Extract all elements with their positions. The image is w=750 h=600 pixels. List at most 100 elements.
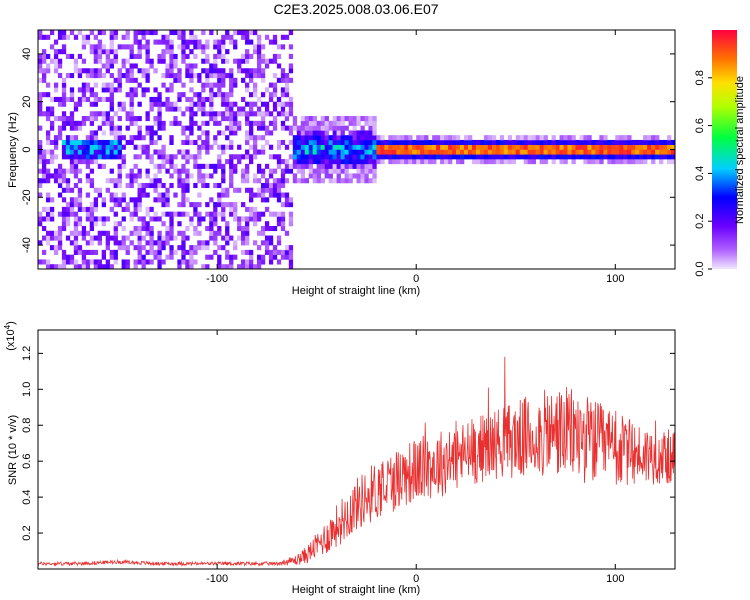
heat-cell (245, 264, 250, 269)
heat-cell (284, 254, 290, 260)
heat-cell (651, 149, 656, 155)
heat-cell (85, 159, 91, 165)
heat-cell (324, 154, 329, 160)
heat-cell (284, 73, 290, 79)
heat-cell (264, 87, 270, 93)
heat-cell (157, 230, 162, 236)
heat-cell (364, 139, 369, 146)
heat-cell (555, 149, 560, 155)
heat-cell (113, 202, 118, 208)
heat-cell (507, 139, 513, 146)
heat-cell (73, 68, 79, 74)
heat-cell (145, 116, 150, 122)
heat-cell (97, 53, 102, 59)
heat-cell (137, 49, 142, 55)
heat-cell (300, 139, 306, 146)
heat-cell (121, 163, 126, 169)
heat-cell (233, 187, 238, 193)
heat-cell (213, 163, 218, 169)
heat-cell (320, 163, 325, 169)
heat-cell (57, 178, 63, 184)
heat-cell (197, 101, 202, 107)
heat-cell (479, 139, 485, 146)
heat-cell (280, 211, 286, 217)
heat-cell (324, 125, 329, 131)
heat-cell (153, 187, 158, 193)
heat-cell (73, 139, 79, 146)
heat-cell (440, 144, 445, 150)
heat-cell (432, 135, 437, 141)
heat-cell (89, 240, 95, 246)
heat-cell (225, 106, 230, 112)
heat-cell (117, 178, 122, 184)
heat-cell (57, 230, 63, 236)
heat-cell (205, 240, 210, 246)
heat-cell (229, 178, 234, 184)
heat-cell (121, 240, 126, 246)
heat-cell (260, 173, 266, 179)
heat-cell (241, 235, 246, 241)
heat-cell (169, 249, 174, 255)
heat-cell (57, 34, 63, 40)
heat-cell (300, 135, 306, 141)
heat-cell (197, 154, 202, 160)
heat-cell (209, 87, 214, 93)
snr-plot-area (38, 330, 675, 569)
heat-cell (276, 53, 282, 59)
heat-cell (113, 192, 118, 198)
heat-cell (65, 96, 71, 102)
heat-cell (41, 58, 47, 64)
heat-cell (252, 192, 258, 198)
heat-cell (205, 44, 210, 50)
heat-cell (249, 77, 254, 83)
heat-cell (233, 154, 238, 160)
heat-cell (495, 139, 501, 146)
heat-cell (424, 154, 429, 160)
heat-cell (237, 154, 242, 160)
heat-cell (300, 130, 306, 136)
heat-cell (217, 182, 222, 189)
heat-cell (133, 259, 138, 265)
heat-cell (153, 149, 158, 155)
heat-cell (105, 53, 110, 59)
heat-cell (272, 58, 278, 64)
heat-cell (145, 240, 150, 246)
heat-cell (133, 135, 138, 141)
heat-cell (65, 144, 71, 150)
heat-cell (189, 216, 194, 222)
heat-cell (137, 230, 142, 236)
heat-cell (233, 77, 238, 83)
heat-cell (65, 211, 71, 217)
heat-cell (169, 120, 174, 126)
heat-cell (587, 159, 592, 165)
heat-cell (380, 159, 385, 165)
heat-cell (237, 120, 242, 126)
heat-cell (153, 87, 158, 93)
heat-cell (535, 135, 540, 141)
heat-cell (241, 96, 246, 102)
heat-cell (276, 63, 282, 69)
heat-cell (217, 197, 222, 203)
heat-cell (229, 173, 234, 179)
heat-cell (49, 120, 55, 126)
heat-cell (169, 245, 174, 251)
heat-cell (61, 44, 67, 50)
heat-cell (352, 139, 357, 146)
heat-cell (69, 73, 75, 79)
heat-cell (109, 125, 114, 131)
heat-cell (57, 135, 63, 141)
heat-cell (197, 39, 202, 45)
heat-cell (623, 159, 628, 165)
heat-cell (97, 259, 102, 265)
heat-cell (324, 144, 329, 150)
heat-cell (97, 264, 102, 269)
heat-cell (555, 139, 560, 146)
heat-cell (109, 96, 114, 102)
heat-cell (256, 245, 262, 251)
heat-cell (85, 259, 91, 265)
y-tick-label: 0.4 (21, 489, 33, 504)
heat-cell (221, 173, 226, 179)
heat-cell (201, 130, 206, 136)
heat-cell (101, 116, 106, 122)
